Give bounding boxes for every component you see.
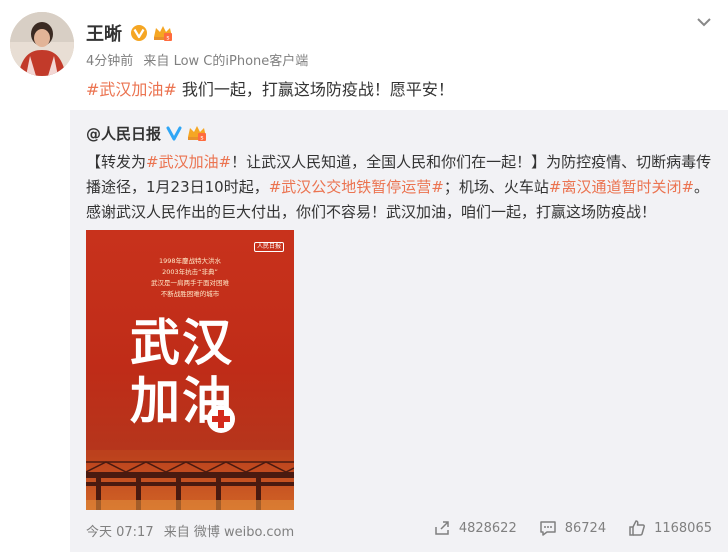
red-cross-icon xyxy=(207,405,235,433)
post-source: 来自 Low C的iPhone客户端 xyxy=(143,54,308,69)
poster-brand: 人民日报 xyxy=(253,242,284,252)
wuhan-jiayou-poster[interactable]: 人民日报 1998年鏖战特大洪水 2003年抗击“非典” 武汉是一肩两手于面对困… xyxy=(86,230,294,510)
hashtag-link[interactable]: #武汉公交地铁暂停运营# xyxy=(268,178,444,196)
poster-caption: 1998年鏖战特大洪水 2003年抗击“非典” 武汉是一肩两手于面对困难 不断战… xyxy=(86,256,294,300)
poster-headline-line1: 武汉 xyxy=(130,314,234,372)
repost-username[interactable]: @人民日报 xyxy=(86,124,162,143)
username[interactable]: 王晰 xyxy=(86,24,122,45)
repost-text-segment: 。感谢武汉人民作出的巨大付出，你们不容易！武汉加油，咱们一起，打赢这场防疫战！ xyxy=(86,178,710,221)
post-header: 王晰 s xyxy=(86,20,174,46)
repost-header: @人民日报 s xyxy=(86,122,208,144)
like-count: 1168065 xyxy=(654,520,712,536)
member-badge-icon[interactable]: s xyxy=(186,124,208,142)
repost-text-segment: ！让武汉人民知道，全国人民和你们在一起！】为防控疫情、切断病毒传播途径，1月23… xyxy=(86,153,712,196)
comment-button[interactable]: 86724 xyxy=(539,519,606,537)
poster-caption-line: 武汉是一肩两手于面对困难 xyxy=(151,279,229,287)
post-time[interactable]: 4分钟前 xyxy=(86,54,134,69)
avatar[interactable] xyxy=(10,12,74,76)
source-link[interactable]: Low C的iPhone客户端 xyxy=(173,54,309,69)
post-body: 我们一起，打赢这场防疫战！愿平安！ xyxy=(176,80,454,99)
poster-caption-line: 1998年鏖战特大洪水 xyxy=(158,257,222,265)
share-button[interactable]: 4828622 xyxy=(433,519,517,537)
share-count: 4828622 xyxy=(458,520,517,536)
source-link[interactable]: 微博 weibo.com xyxy=(193,525,295,540)
verified-badge-icon xyxy=(130,24,148,42)
post-text: #武汉加油# 我们一起，打赢这场防疫战！愿平安！ xyxy=(86,76,454,100)
svg-text:s: s xyxy=(200,135,203,142)
repost-footer-time: 今天 07:17 来自 微博 weibo.com xyxy=(86,521,294,540)
chevron-down-icon[interactable] xyxy=(696,16,712,28)
like-button[interactable]: 1168065 xyxy=(628,519,712,537)
repost-text: 【转发为#武汉加油#！让武汉人民知道，全国人民和你们在一起！】为防控疫情、切断病… xyxy=(86,150,716,225)
repost-time[interactable]: 今天 07:17 xyxy=(86,525,154,540)
poster-caption-line: 2003年抗击“非典” xyxy=(162,268,218,276)
hashtag-link[interactable]: #武汉加油# xyxy=(86,80,177,99)
reposted-weibo: @人民日报 s 【转发为#武汉加油#！让武汉人民知道，全国人民和你们在一起！】为… xyxy=(70,110,728,552)
comment-icon xyxy=(539,521,556,536)
member-badge-icon[interactable]: s xyxy=(152,24,174,42)
bridge-illustration xyxy=(86,450,294,510)
svg-text:s: s xyxy=(166,35,169,42)
thumbs-up-icon xyxy=(629,520,646,536)
source-prefix: 来自 xyxy=(143,54,170,69)
poster-caption-line: 不断战胜困难的城市 xyxy=(160,290,220,298)
comment-count: 86724 xyxy=(564,520,607,536)
source-prefix: 来自 xyxy=(163,525,190,540)
avatar-image xyxy=(10,12,74,76)
share-icon xyxy=(435,521,449,535)
post-meta: 4分钟前 来自 Low C的iPhone客户端 xyxy=(86,50,308,69)
repost-text-segment: 【转发为 xyxy=(86,153,147,171)
verified-blue-icon xyxy=(165,124,183,142)
repost-text-segment: ；机场、火车站 xyxy=(443,178,549,196)
repost-actions: 4828622 86724 1168065 xyxy=(411,516,728,540)
hashtag-link[interactable]: #离汉通道暂时关闭# xyxy=(548,178,695,196)
repost-source: 来自 微博 weibo.com xyxy=(164,525,294,540)
hashtag-link[interactable]: #武汉加油# xyxy=(146,153,232,171)
